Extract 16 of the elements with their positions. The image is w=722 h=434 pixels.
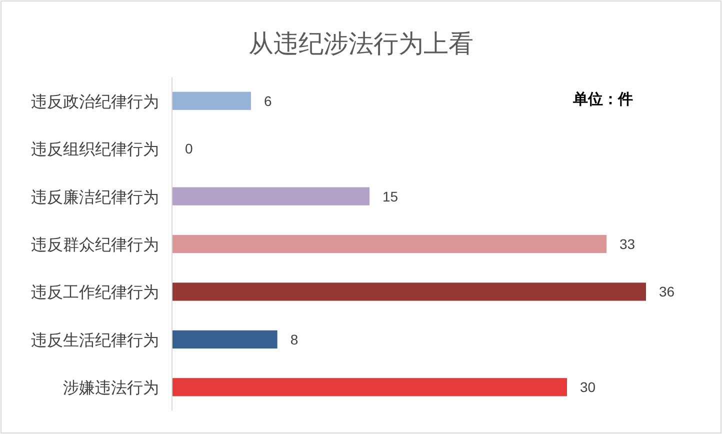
data-label: 8 (290, 331, 298, 348)
y-tick-label: 违反廉洁纪律行为 (31, 188, 159, 206)
annotation: 单位：件 (572, 91, 633, 108)
y-tick-label: 违反政治纪律行为 (31, 92, 159, 111)
data-label: 36 (659, 284, 675, 300)
y-tick-label: 违反组织纪律行为 (31, 140, 159, 159)
y-tick-label: 违反生活纪律行为 (31, 331, 159, 350)
data-label: 15 (382, 188, 398, 204)
y-tick-label: 违反工作纪律行为 (31, 284, 159, 302)
data-label: 0 (185, 140, 193, 157)
data-label: 33 (620, 236, 636, 252)
data-label: 6 (264, 92, 272, 109)
chart-title: 从违纪涉法行为上看 (248, 30, 474, 58)
y-tick-label: 涉嫌违法行为 (63, 379, 159, 398)
data-label: 30 (580, 379, 596, 396)
y-tick-label: 违反群众纪律行为 (31, 236, 159, 254)
